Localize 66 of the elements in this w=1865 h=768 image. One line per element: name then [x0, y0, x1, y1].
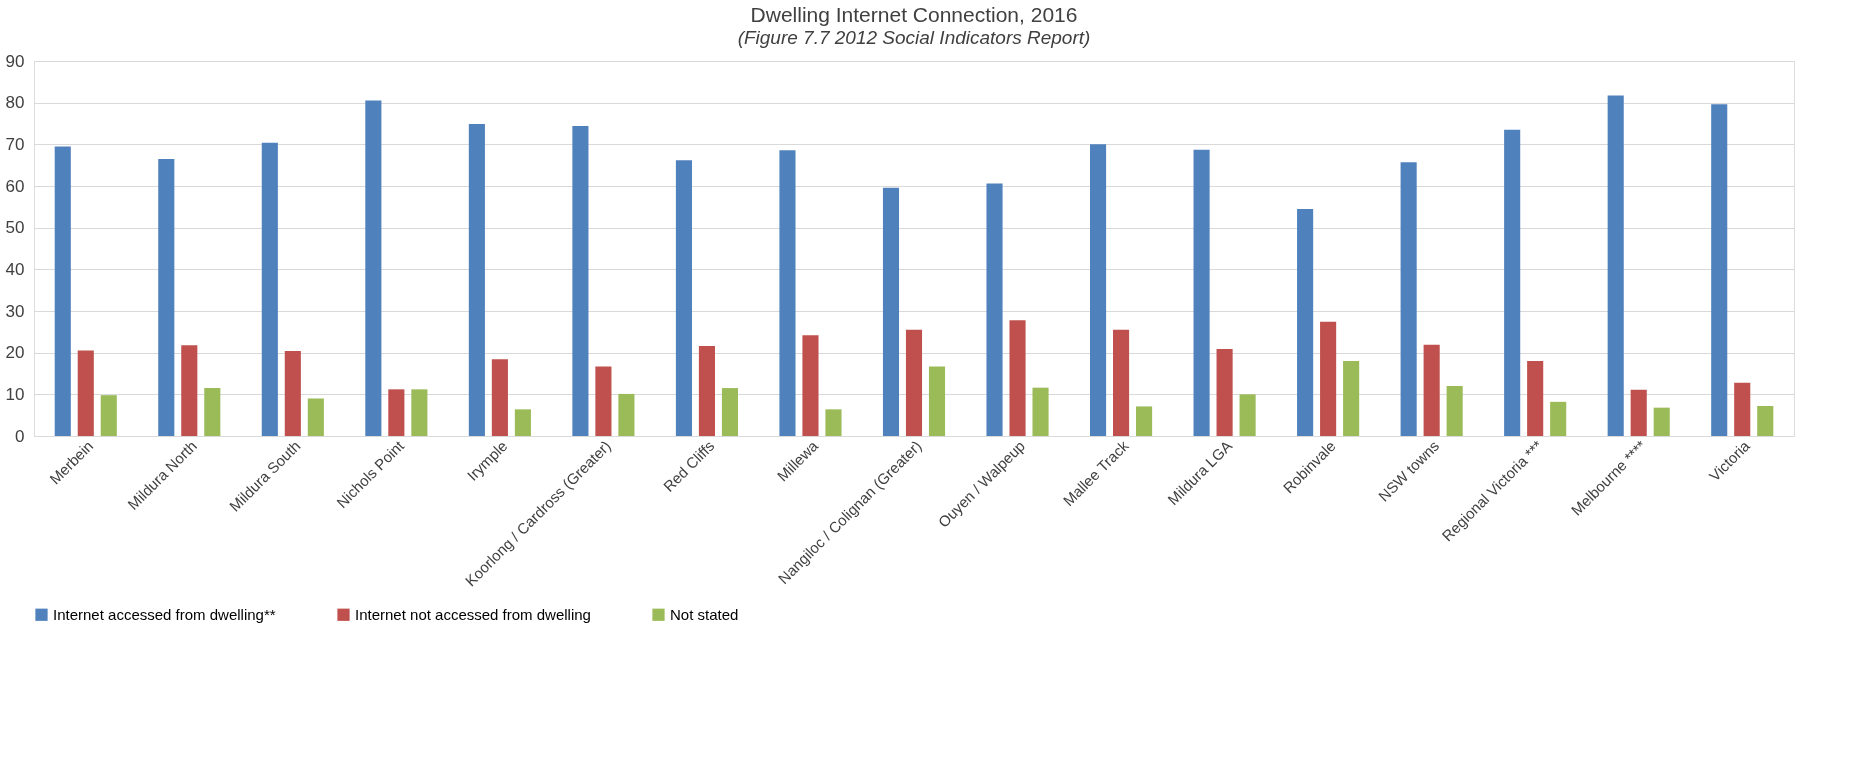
bar: [1297, 208, 1314, 436]
bar: [388, 389, 405, 436]
bar: [721, 388, 738, 436]
bar: [1607, 95, 1624, 436]
chart-title: Dwelling Internet Connection, 2016: [750, 3, 1078, 26]
bar: [675, 160, 692, 436]
bar: [986, 183, 1003, 436]
bar: [1343, 361, 1360, 436]
bar: [1550, 401, 1567, 436]
bar: [1193, 149, 1210, 436]
bar: [1032, 387, 1049, 436]
y-tick-label: 70: [5, 134, 25, 154]
y-tick-label: 90: [5, 51, 25, 71]
y-tick-label: 30: [5, 301, 25, 321]
bar: [468, 123, 485, 436]
bar: [1009, 320, 1026, 436]
bar: [158, 158, 175, 436]
bar: [1757, 406, 1774, 436]
bar: [1113, 329, 1130, 436]
bar: [595, 366, 612, 436]
bar: [1446, 386, 1463, 436]
bar: [572, 126, 589, 436]
y-tick-label: 0: [15, 426, 25, 446]
legend-label: Internet accessed from dwelling**: [53, 605, 276, 623]
bar: [1630, 389, 1647, 436]
legend-label: Not stated: [670, 605, 739, 623]
y-tick-label: 60: [5, 176, 25, 196]
bar: [1734, 382, 1751, 436]
y-tick-label: 40: [5, 259, 25, 279]
bar: [779, 150, 796, 436]
bar: [54, 146, 71, 436]
bar: [307, 398, 324, 436]
bar: [882, 187, 900, 436]
bar: [284, 351, 301, 436]
bar: [905, 329, 923, 436]
bar: [1527, 361, 1544, 436]
y-tick-label: 50: [5, 218, 25, 238]
bar: [204, 388, 221, 436]
bar: [1320, 321, 1337, 436]
bar: [1423, 344, 1440, 436]
chart-subtitle: (Figure 7.7 2012 Social Indicators Report): [737, 27, 1091, 48]
bar: [1216, 348, 1233, 436]
bar: [365, 100, 382, 436]
bar: [77, 350, 94, 436]
bar: [491, 359, 508, 436]
bar: [181, 345, 198, 436]
bar: [1239, 394, 1256, 436]
bar: [261, 142, 278, 436]
bar: [618, 393, 635, 436]
bar: [928, 366, 946, 436]
bar: [1653, 407, 1670, 436]
bar: [1400, 162, 1417, 436]
bar: [1090, 144, 1107, 436]
y-tick-label: 10: [5, 384, 25, 404]
bar: [514, 409, 531, 436]
y-tick-label: 80: [5, 93, 25, 113]
bar: [802, 335, 819, 436]
bar: [100, 395, 117, 436]
bar: [825, 409, 842, 436]
bar: [1136, 406, 1153, 436]
bar: [1504, 129, 1521, 436]
bar: [411, 389, 428, 436]
bar: [1711, 104, 1728, 436]
legend-label: Internet not accessed from dwelling: [355, 605, 591, 623]
y-tick-label: 20: [5, 343, 25, 363]
bar: [698, 346, 715, 436]
